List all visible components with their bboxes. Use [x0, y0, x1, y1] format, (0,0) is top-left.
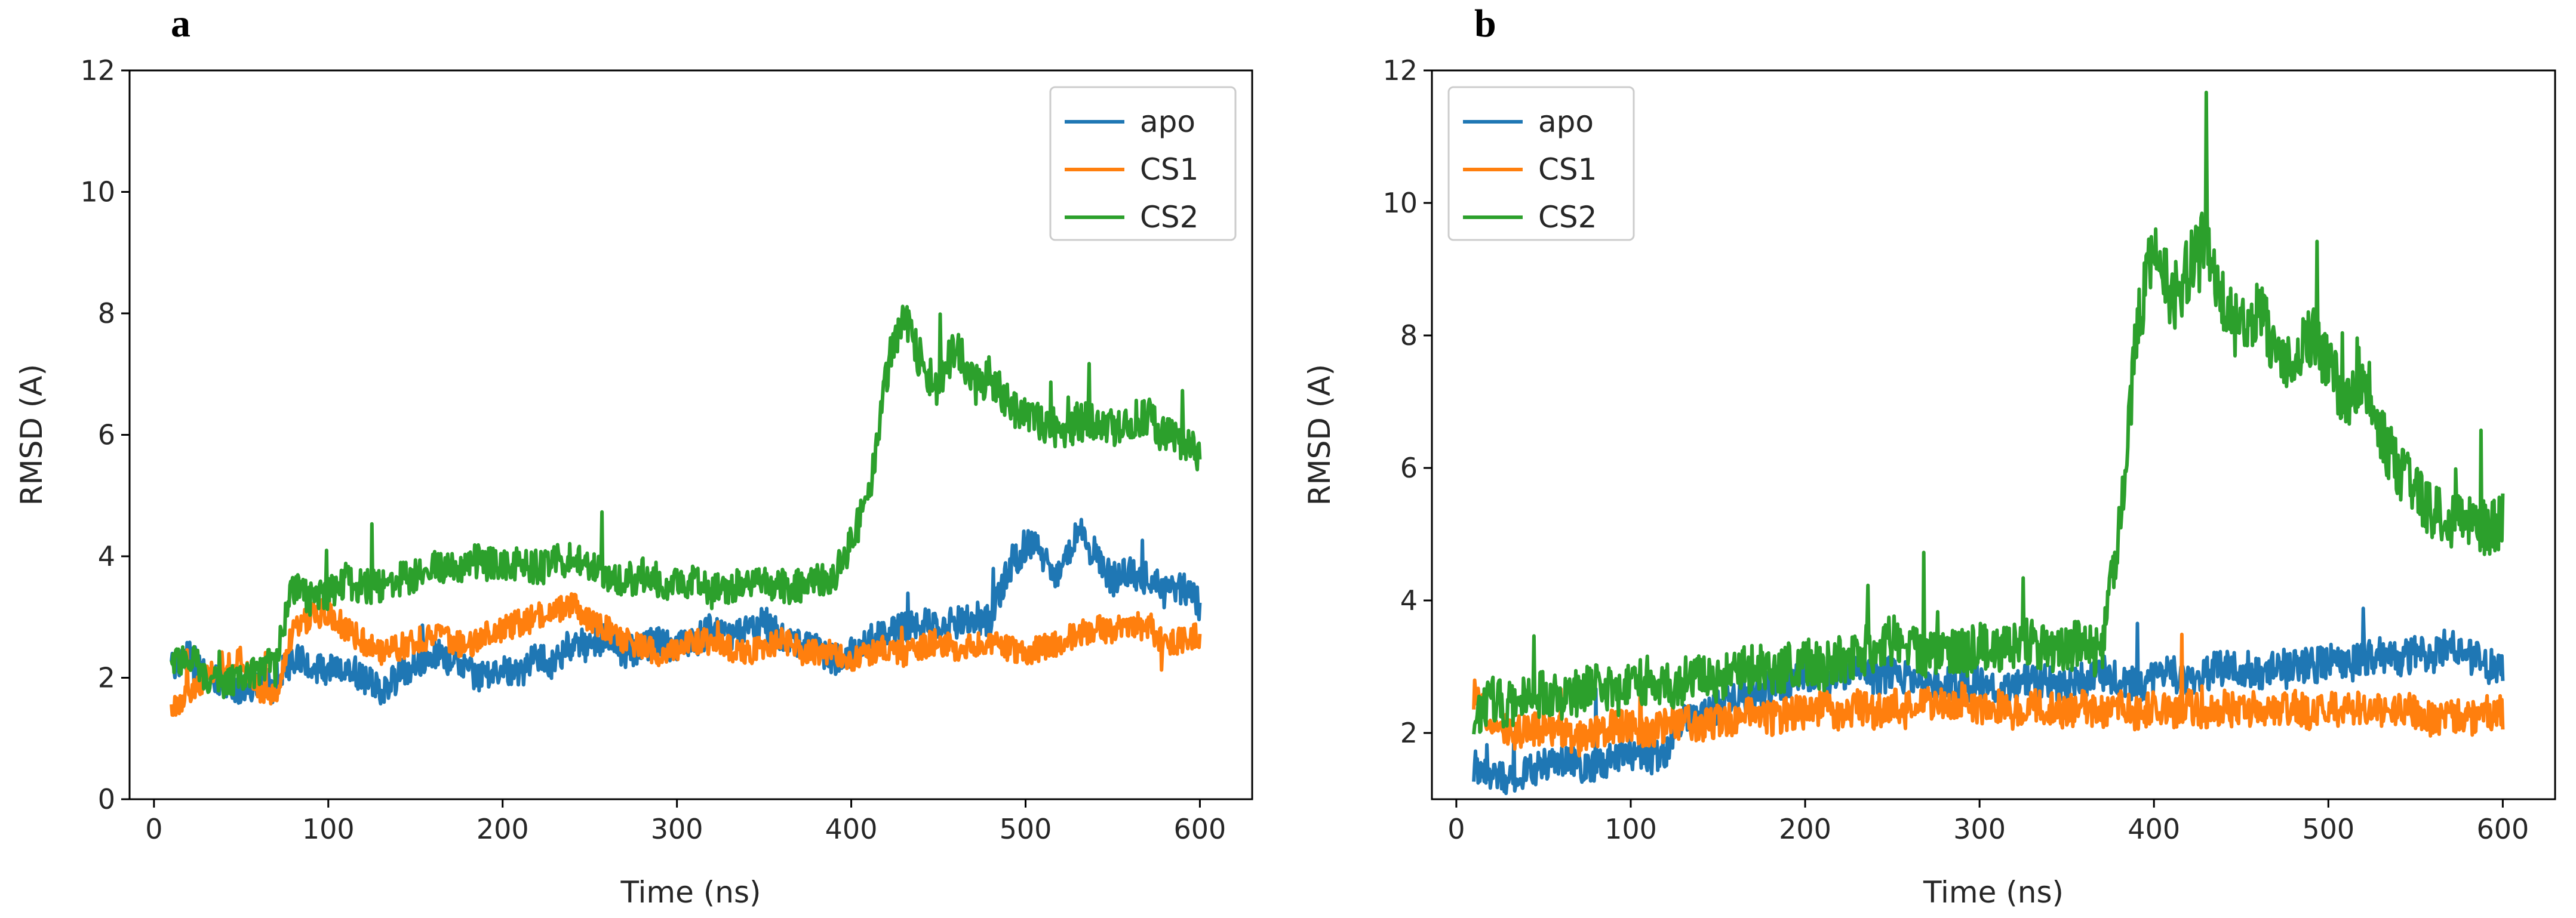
legend-label-cs1: CS1	[1538, 152, 1597, 187]
x-axis-label: Time (ns)	[620, 875, 761, 910]
y-tick-label: 0	[98, 783, 115, 815]
x-tick-label: 200	[1779, 813, 1831, 845]
y-tick-label: 4	[98, 540, 115, 572]
x-tick-label: 0	[1447, 813, 1465, 845]
y-tick-label: 6	[98, 419, 115, 451]
y-tick-label: 10	[80, 176, 115, 208]
y-tick-label: 8	[1400, 319, 1418, 352]
x-tick-label: 600	[2476, 813, 2529, 845]
legend: apo CS1 CS2	[1447, 86, 1635, 241]
y-tick-label: 8	[98, 297, 115, 329]
x-tick-label: 300	[651, 813, 703, 845]
plot-area	[170, 304, 1202, 717]
x-tick-label: 100	[1604, 813, 1657, 845]
panel-letter-b: b	[1474, 2, 1496, 45]
x-tick-label: 600	[1174, 813, 1226, 845]
series-line-cs1	[170, 592, 1202, 717]
series-line-apo	[1472, 606, 2505, 796]
legend-label-cs2: CS2	[1140, 200, 1198, 235]
rmsd-chart-b: 0 100 200 300 400 500 600 2 4 6 8 10 12 Time (ns) RMSD…	[1302, 54, 2556, 910]
y-axis-label: RMSD (A)	[14, 364, 49, 506]
y-tick-label: 2	[1400, 717, 1418, 749]
x-tick-label: 400	[825, 813, 878, 845]
series-line-cs2	[170, 304, 1202, 700]
legend: apo CS1 CS2	[1049, 86, 1237, 241]
rmsd-chart-a: 0 100 200 300 400 500 600 0 2 4 6 8 10 12 Time (ns) RMS…	[14, 54, 1253, 910]
x-tick-label: 500	[2302, 813, 2354, 845]
x-tick-label: 100	[302, 813, 355, 845]
x-tick-label: 0	[145, 813, 162, 845]
y-tick-label: 12	[1382, 54, 1418, 87]
axes-frame	[1431, 69, 2556, 800]
legend-label-cs1: CS1	[1140, 152, 1198, 187]
y-tick-label: 10	[1382, 187, 1418, 219]
series-line-cs2	[1472, 90, 2505, 735]
legend-box	[1447, 86, 1635, 241]
y-tick-label: 4	[1400, 584, 1418, 617]
panel-letter-a: a	[171, 2, 190, 45]
panel-b: b 0 100 200 300 400 500 600 2 4 6 8 10 12 Time (ns) RM…	[1288, 0, 2576, 918]
x-axis-label: Time (ns)	[1923, 875, 2064, 910]
x-tick-label: 400	[2128, 813, 2180, 845]
panel-a: a 0 100 200 300 400 500 600 0 2 4 6 8 10 12 Time (ns) R…	[14, 2, 1253, 910]
y-tick-label: 6	[1400, 452, 1418, 484]
x-tick-label: 200	[477, 813, 529, 845]
plot-area	[1472, 90, 2505, 796]
legend-label-cs2: CS2	[1538, 200, 1597, 235]
y-axis-label: RMSD (A)	[1302, 364, 1337, 506]
y-tick-label: 2	[98, 662, 115, 694]
y-tick-label: 12	[80, 54, 115, 87]
series-line-cs1	[1472, 632, 2505, 758]
legend-label-apo: apo	[1140, 104, 1195, 139]
legend-label-apo: apo	[1538, 104, 1594, 139]
x-tick-label: 300	[1953, 813, 2006, 845]
legend-box	[1049, 86, 1237, 241]
x-tick-label: 500	[1000, 813, 1052, 845]
